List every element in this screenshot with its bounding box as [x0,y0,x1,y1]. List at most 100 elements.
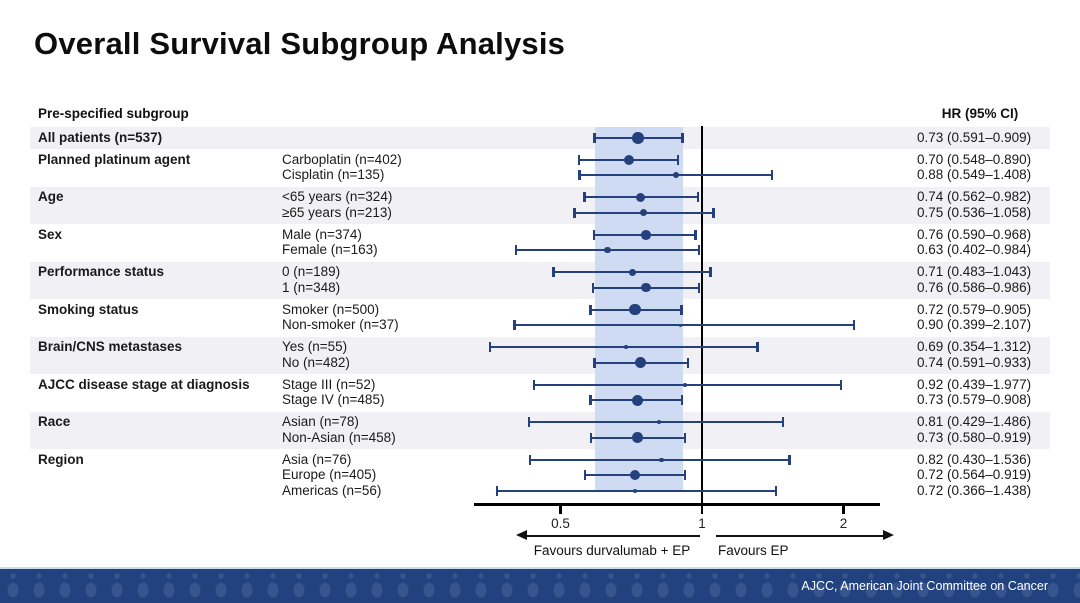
ci-cap-left [593,357,596,368]
point-estimate-marker [639,209,647,217]
ci-cap-right [681,132,684,143]
ci-cap-right [774,485,778,496]
favours-right-arrow [716,534,883,537]
subgroup-label: Americas (n=56) [282,482,382,498]
subgroup-label: Male (n=374) [282,226,362,242]
ci-cap-left [513,320,516,331]
group-band [30,336,1050,374]
subgroup-label: Non-Asian (n=458) [282,429,396,445]
ci-line [490,346,758,349]
subgroup-label: Carboplatin (n=402) [282,151,402,167]
ci-cap-right [677,154,680,165]
hr-value: 0.90 (0.399–2.107) [917,317,1032,333]
group-name: Race [38,414,71,430]
ci-cap-left [532,379,536,390]
favours-left-arrow [527,534,700,537]
ci-cap-right [756,342,759,353]
ci-cap-left [578,154,581,165]
group-name: Region [38,451,84,467]
hr-value: 0.74 (0.562–0.982) [917,189,1032,205]
hr-value: 0.71 (0.483–1.043) [917,264,1032,280]
hr-value: 0.69 (0.354–1.312) [917,339,1032,355]
reference-line [700,126,704,506]
group-name: Planned platinum agent [38,151,191,167]
subgroup-label: Stage IV (n=485) [282,392,385,408]
ci-cap-right [683,432,686,443]
ci-cap-right [697,192,700,203]
hr-value: 0.82 (0.430–1.536) [917,451,1032,467]
axis-tick [700,506,704,514]
x-axis-line [474,503,880,506]
point-estimate-marker [636,192,646,202]
axis-tick-label: 2 [839,516,848,531]
ci-cap-left [528,454,531,465]
ci-cap-right [712,207,715,218]
group-name: Brain/CNS metastases [38,339,183,355]
hr-value: 0.74 (0.591–0.933) [917,354,1032,370]
axis-tick [559,506,562,514]
hr-value: 0.75 (0.536–1.058) [917,204,1032,220]
point-estimate-marker [632,394,644,406]
axis-tick [842,506,845,514]
ci-cap-left [488,342,492,353]
point-estimate-marker [683,382,687,387]
hr-value: 0.88 (0.549–1.408) [917,167,1032,183]
subgroup-label: No (n=482) [282,354,350,370]
hr-value: 0.92 (0.439–1.977) [917,376,1032,392]
subgroup-label: 0 (n=189) [282,264,341,280]
ci-cap-left [583,192,586,203]
point-estimate-marker [632,432,644,444]
ci-line [529,421,783,424]
ci-cap-right [770,170,774,181]
hr-value: 0.72 (0.366–1.438) [917,482,1032,498]
ci-cap-left [573,207,576,218]
ci-cap-left [552,267,555,278]
subgroup-label: Asia (n=76) [282,451,352,467]
column-header-subgroup: Pre-specified subgroup [38,106,189,121]
favours-left-arrowhead-icon [516,530,527,540]
ci-cap-right [788,454,791,465]
ci-cap-left [589,432,592,443]
ci-cap-left [589,395,592,406]
group-band [30,186,1050,224]
ci-cap-right [839,379,843,390]
page-title: Overall Survival Subgroup Analysis [34,26,566,61]
point-estimate-marker [604,247,611,254]
point-estimate-marker [629,304,641,316]
subgroup-label: 1 (n=348) [282,279,341,295]
subgroup-label: Cisplatin (n=135) [282,167,385,183]
axis-tick-label: 1 [698,516,706,531]
point-estimate-marker [678,323,683,327]
ci-cap-left [578,170,581,181]
ci-cap-left [495,485,498,496]
hr-value: 0.76 (0.590–0.968) [917,226,1032,242]
ci-cap-right [709,267,712,278]
subgroup-label: Yes (n=55) [282,339,348,355]
ci-cap-left [593,132,596,143]
subgroup-label: Stage III (n=52) [282,376,376,392]
ci-cap-right [686,357,690,368]
group-name: Smoking status [38,301,139,317]
point-estimate-marker [624,154,635,165]
ci-cap-right [680,304,683,315]
point-estimate-marker [628,268,636,276]
subgroup-label: ≥65 years (n=213) [282,204,392,220]
ci-cap-right [697,245,700,256]
hr-value: 0.73 (0.591–0.909) [917,129,1032,145]
subgroup-label: Europe (n=405) [282,467,377,483]
hr-value: 0.72 (0.564–0.919) [917,467,1032,483]
hr-value: 0.73 (0.580–0.919) [917,429,1032,445]
column-header-hr: HR (95% CI) [941,106,1019,121]
axis-tick-label: 0.5 [551,516,570,531]
group-band [30,411,1050,449]
hr-value: 0.70 (0.548–0.890) [917,151,1032,167]
point-estimate-marker [624,345,629,350]
group-band [30,261,1050,299]
ci-cap-left [593,229,596,240]
ci-cap-right [681,395,684,406]
ci-cap-right [697,282,701,293]
ci-cap-right [694,229,697,240]
footer-bar: AJCC, American Joint Committee on Cancer [0,567,1080,603]
hr-value: 0.76 (0.586–0.986) [917,279,1032,295]
